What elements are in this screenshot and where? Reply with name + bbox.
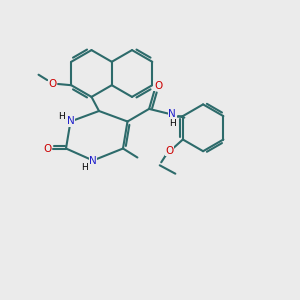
- Text: O: O: [165, 146, 173, 156]
- Text: H: H: [58, 112, 65, 121]
- Text: N: N: [67, 116, 74, 127]
- Text: N: N: [168, 109, 176, 119]
- Text: O: O: [154, 81, 162, 91]
- Text: N: N: [89, 155, 97, 166]
- Text: O: O: [49, 79, 57, 89]
- Text: H: H: [81, 163, 88, 172]
- Text: O: O: [43, 143, 52, 154]
- Text: H: H: [169, 119, 175, 128]
